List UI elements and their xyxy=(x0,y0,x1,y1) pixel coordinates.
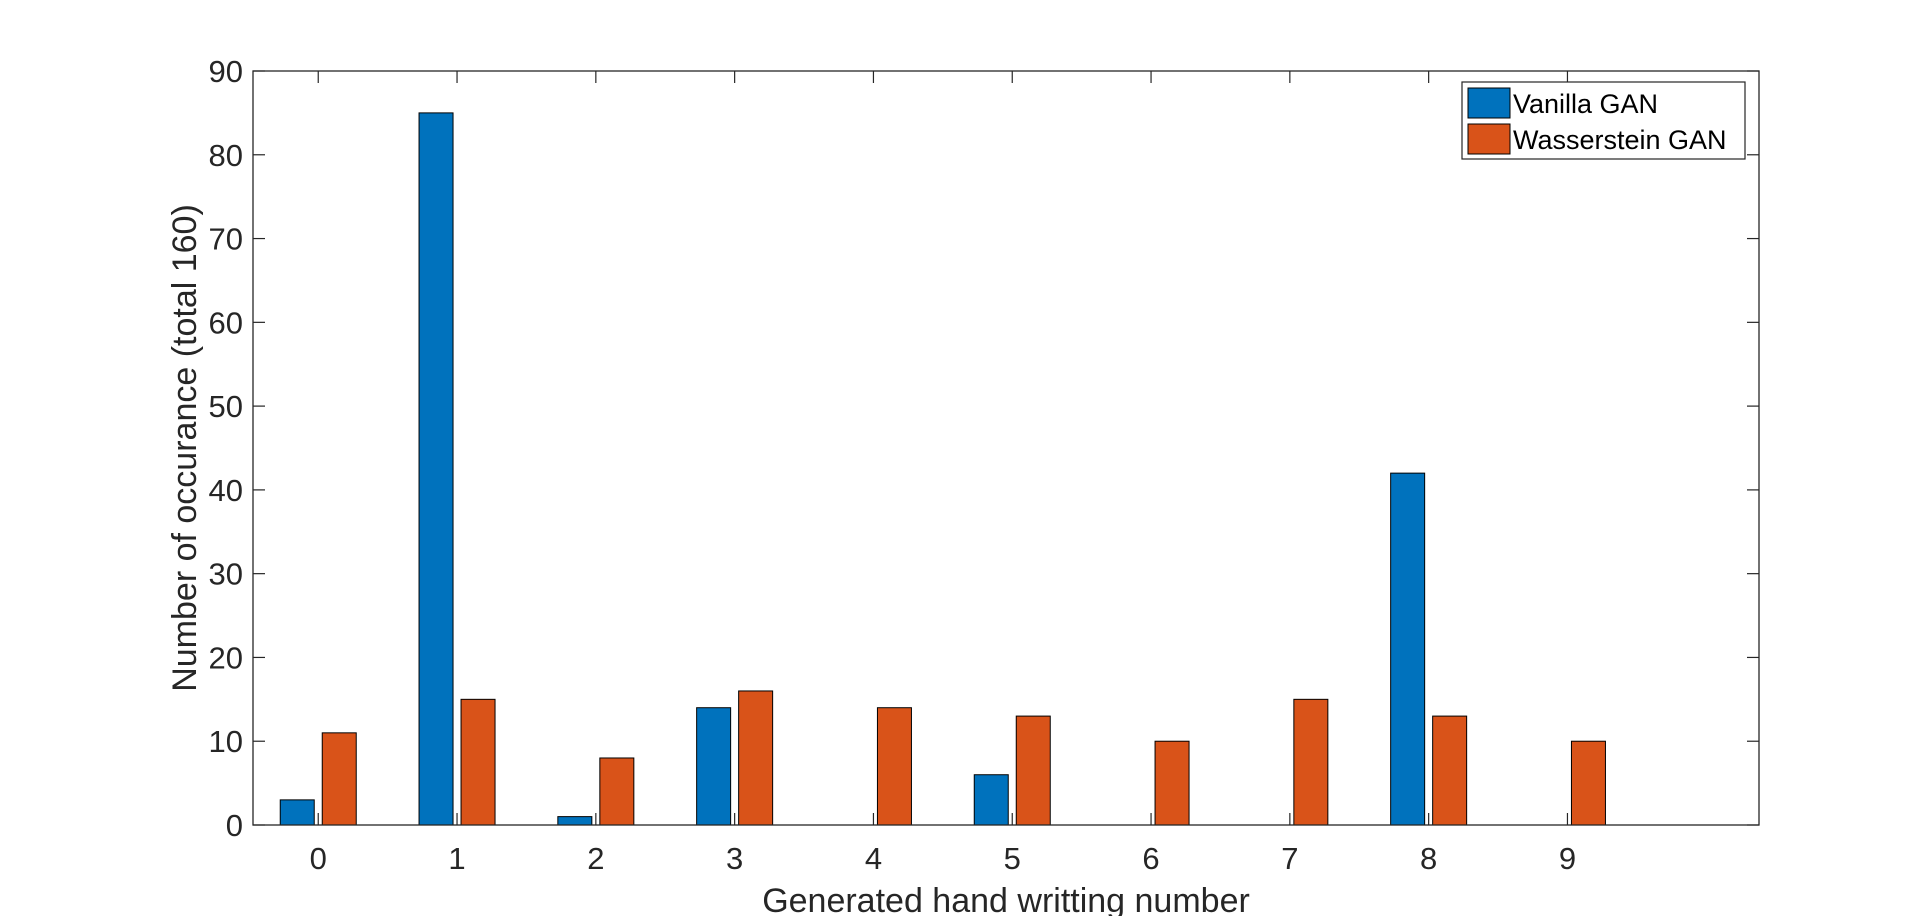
ticks-layer xyxy=(253,70,1759,826)
y-tick-label-80: 80 xyxy=(209,138,243,173)
bars-layer xyxy=(279,112,1606,826)
legend-swatch-vanilla-gan xyxy=(1467,87,1511,119)
y-axis-label: Number of occurance (total 160) xyxy=(166,204,204,692)
x-tick-label-9: 9 xyxy=(1559,841,1576,876)
y-tick-label-30: 30 xyxy=(209,557,243,592)
bar-wasserstein-gan-1 xyxy=(460,698,496,826)
bar-wasserstein-gan-2 xyxy=(599,757,635,826)
x-axis-label: Generated hand writting number xyxy=(762,882,1250,916)
bar-wasserstein-gan-0 xyxy=(321,732,357,826)
y-tick-label-90: 90 xyxy=(209,54,243,89)
bar-vanilla-gan-5 xyxy=(973,774,1009,826)
plot-frame xyxy=(252,70,1760,826)
bar-wasserstein-gan-5 xyxy=(1015,715,1051,826)
legend: Vanilla GAN Wasserstein GAN xyxy=(1461,81,1746,160)
x-tick-label-3: 3 xyxy=(726,841,743,876)
legend-swatch-wasserstein-gan xyxy=(1467,123,1511,155)
bar-vanilla-gan-2 xyxy=(557,816,593,826)
bar-vanilla-gan-3 xyxy=(696,707,732,826)
y-tick-label-60: 60 xyxy=(209,305,243,340)
x-tick-label-7: 7 xyxy=(1281,841,1298,876)
x-tick-label-6: 6 xyxy=(1142,841,1159,876)
bar-wasserstein-gan-9 xyxy=(1570,740,1606,826)
x-tick-label-2: 2 xyxy=(587,841,604,876)
bar-wasserstein-gan-6 xyxy=(1154,740,1190,826)
y-tick-label-0: 0 xyxy=(226,808,243,843)
y-tick-label-10: 10 xyxy=(209,724,243,759)
bar-wasserstein-gan-3 xyxy=(738,690,774,826)
bar-wasserstein-gan-8 xyxy=(1432,715,1468,826)
bar-vanilla-gan-1 xyxy=(418,112,454,826)
x-tick-label-1: 1 xyxy=(448,841,465,876)
bar-wasserstein-gan-7 xyxy=(1293,698,1329,826)
y-tick-label-40: 40 xyxy=(209,473,243,508)
y-tick-label-70: 70 xyxy=(209,222,243,257)
legend-label-vanilla-gan: Vanilla GAN xyxy=(1513,89,1658,119)
x-tick-label-0: 0 xyxy=(310,841,327,876)
x-tick-label-4: 4 xyxy=(865,841,882,876)
bar-vanilla-gan-0 xyxy=(279,799,315,826)
y-tick-label-50: 50 xyxy=(209,389,243,424)
x-tick-label-5: 5 xyxy=(1004,841,1021,876)
bar-vanilla-gan-8 xyxy=(1390,472,1426,826)
y-tick-label-20: 20 xyxy=(209,640,243,675)
legend-label-wasserstein-gan: Wasserstein GAN xyxy=(1513,125,1727,155)
x-tick-label-8: 8 xyxy=(1420,841,1437,876)
bar-wasserstein-gan-4 xyxy=(876,707,912,826)
